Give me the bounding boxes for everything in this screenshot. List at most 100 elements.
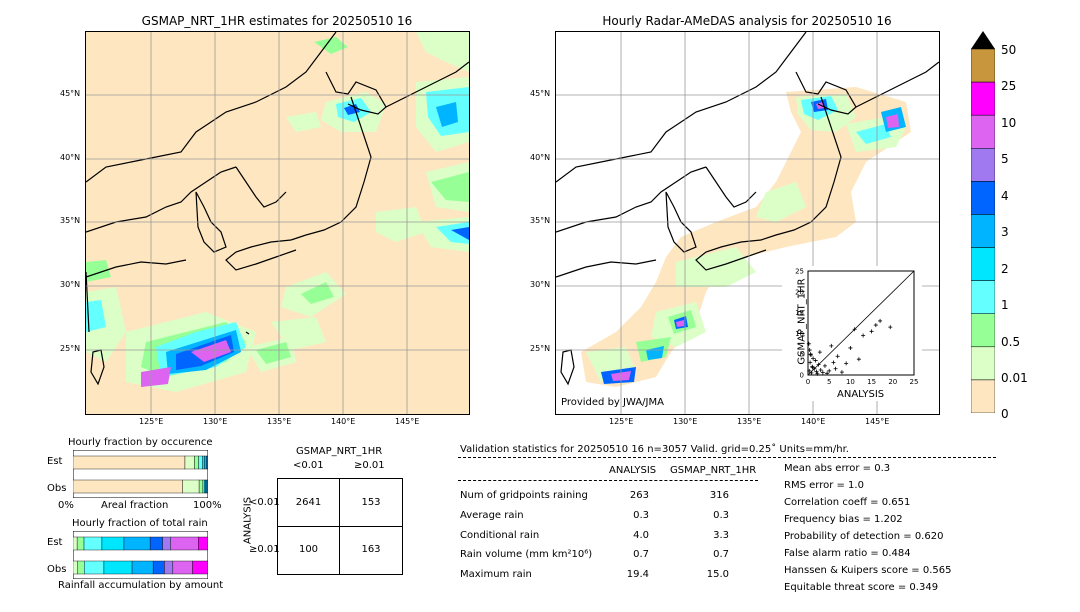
stacked-bar-segment xyxy=(72,479,183,494)
rain-est-label: Est xyxy=(47,537,63,548)
right-map-canvas xyxy=(556,32,939,414)
scatter-xtick: 0 xyxy=(806,378,810,386)
occurrence-est-label: Est xyxy=(47,456,63,467)
right-coastlines xyxy=(556,32,939,386)
scatter-point xyxy=(873,323,878,328)
score-correlation: Correlation coeff = 0.651 xyxy=(784,497,911,508)
colorbar-label-50: 50 xyxy=(1001,43,1017,57)
contingency-col-ge: ≥0.01 xyxy=(354,460,385,471)
stacked-bar-segment xyxy=(204,455,207,470)
colorbar-segments xyxy=(970,48,996,414)
rain-axis-label: Rainfall accumulation by amount xyxy=(58,580,224,591)
colorbar-overflow-arrow xyxy=(971,31,995,49)
stacked-bar-segment xyxy=(83,536,103,551)
colorbar-segment xyxy=(970,346,996,381)
radar-credit: Provided by JWA/JMA xyxy=(561,397,664,408)
scatter-ytick: 20 xyxy=(795,288,804,296)
scatter-ticks: 00 5 5 10 10 15 15 20 20 25 25 xyxy=(795,268,918,387)
right-lat-label-25: 25°N xyxy=(530,344,551,353)
stacked-bar-segment xyxy=(206,479,209,494)
validation-row-gsmap: 0.3 xyxy=(713,510,729,521)
score-hanssen-kuipers: Hanssen & Kuipers score = 0.565 xyxy=(784,565,952,576)
right-lon-label-125: 125°E xyxy=(609,417,634,426)
scatter-point xyxy=(818,368,823,373)
scatter-point xyxy=(827,368,832,373)
score-probability-detection: Probability of detection = 0.620 xyxy=(784,531,944,542)
scatter-point xyxy=(820,370,825,375)
rain-chart xyxy=(72,530,209,580)
scatter-ylabel: GSMAP_NRT_1HR xyxy=(796,278,808,365)
validation-row-analysis: 4.0 xyxy=(633,530,649,541)
stacked-bar-segment xyxy=(198,479,204,494)
occurrence-axis-right: 100% xyxy=(193,500,222,511)
colorbar-segment xyxy=(970,81,996,116)
rain-bars xyxy=(72,530,209,580)
stacked-bar-segment xyxy=(149,536,163,551)
colorbar-label-4: 4 xyxy=(1001,189,1009,203)
validation-row-analysis: 0.7 xyxy=(633,549,649,560)
scatter-point xyxy=(808,360,813,365)
stacked-bar-segment xyxy=(101,536,125,551)
stacked-bar-segment xyxy=(131,560,154,575)
stacked-bar-segment xyxy=(202,455,205,470)
right-lat-label-45: 45°N xyxy=(530,89,551,98)
scatter-point xyxy=(844,361,849,366)
left-map-title: GSMAP_NRT_1HR estimates for 20250510 16 xyxy=(141,14,413,28)
colorbar-segment xyxy=(970,48,996,83)
scatter-point xyxy=(835,354,840,359)
scatter-ytick: 5 xyxy=(800,351,804,359)
contingency-col-lt: <0.01 xyxy=(293,460,324,471)
right-lat-label-30: 30°N xyxy=(530,280,551,289)
validation-row-analysis: 0.3 xyxy=(633,510,649,521)
scatter-plot: 00 5 5 10 10 15 15 20 20 25 25 xyxy=(795,268,918,387)
left-lon-label-125: 125°E xyxy=(139,417,164,426)
scatter-xtick: 25 xyxy=(910,378,919,386)
left-lon-label-145: 145°E xyxy=(395,417,420,426)
validation-row-label: Average rain xyxy=(460,510,524,521)
right-lon-label-135: 135°E xyxy=(737,417,762,426)
validation-row-gsmap: 316 xyxy=(709,490,729,501)
rain-title: Hourly fraction of total rain xyxy=(72,518,208,529)
scatter-ytick: 0 xyxy=(800,372,804,380)
scatter-point xyxy=(869,329,874,334)
colorbar-label-0-5: 0.5 xyxy=(1001,335,1021,349)
stacked-bar-segment xyxy=(72,560,78,575)
validation-row-analysis: 19.4 xyxy=(626,569,649,580)
contingency-cell-12: 153 xyxy=(361,497,381,508)
score-equitable-threat: Equitable threat score = 0.349 xyxy=(784,582,939,593)
stacked-bar-segment xyxy=(76,536,85,551)
scatter-point xyxy=(807,348,812,353)
colorbar-segment xyxy=(970,148,996,182)
left-lon-label-135: 135°E xyxy=(267,417,292,426)
validation-col-gsmap: GSMAP_NRT_1HR xyxy=(670,465,757,476)
scatter-xtick: 10 xyxy=(846,378,855,386)
stacked-bar-segment xyxy=(162,536,172,551)
left-lon-label-130: 130°E xyxy=(203,417,228,426)
stacked-bar-segment xyxy=(72,455,186,470)
occurrence-axis-label: Areal fraction xyxy=(101,500,169,511)
validation-row-gsmap: 3.3 xyxy=(713,530,729,541)
scatter-point xyxy=(811,356,816,361)
colorbar-segment xyxy=(970,114,996,149)
scatter-point xyxy=(813,358,818,363)
scatter-point xyxy=(806,341,811,346)
stacked-bar-segment xyxy=(206,455,209,470)
stacked-bar-segment xyxy=(123,536,151,551)
contingency-row-ge: ≥0.01 xyxy=(249,544,280,555)
left-lon-label-140: 140°E xyxy=(331,417,356,426)
scatter-point xyxy=(829,343,834,348)
colorbar-label-0: 0 xyxy=(1001,407,1009,421)
contingency-cell-22: 163 xyxy=(361,544,381,555)
scatter-inset: 0 0 5 5 10 10 15 15 20 20 25 25 ANALYSIS GSMAP_NRT_… xyxy=(782,266,922,401)
scatter-point xyxy=(825,371,830,376)
scatter-point xyxy=(839,370,844,375)
stacked-bar-segment xyxy=(184,455,195,470)
right-map-title: Hourly Radar-AMeDAS analysis for 2025051… xyxy=(602,14,892,28)
contingency-title: GSMAP_NRT_1HR xyxy=(296,446,383,457)
scatter-point xyxy=(810,364,815,369)
occurrence-bars xyxy=(72,449,209,499)
right-lon-label-140: 140°E xyxy=(801,417,826,426)
scatter-ytick: 10 xyxy=(795,330,804,338)
occurrence-axis-left: 0% xyxy=(58,500,74,511)
colorbar-segment xyxy=(970,280,996,314)
